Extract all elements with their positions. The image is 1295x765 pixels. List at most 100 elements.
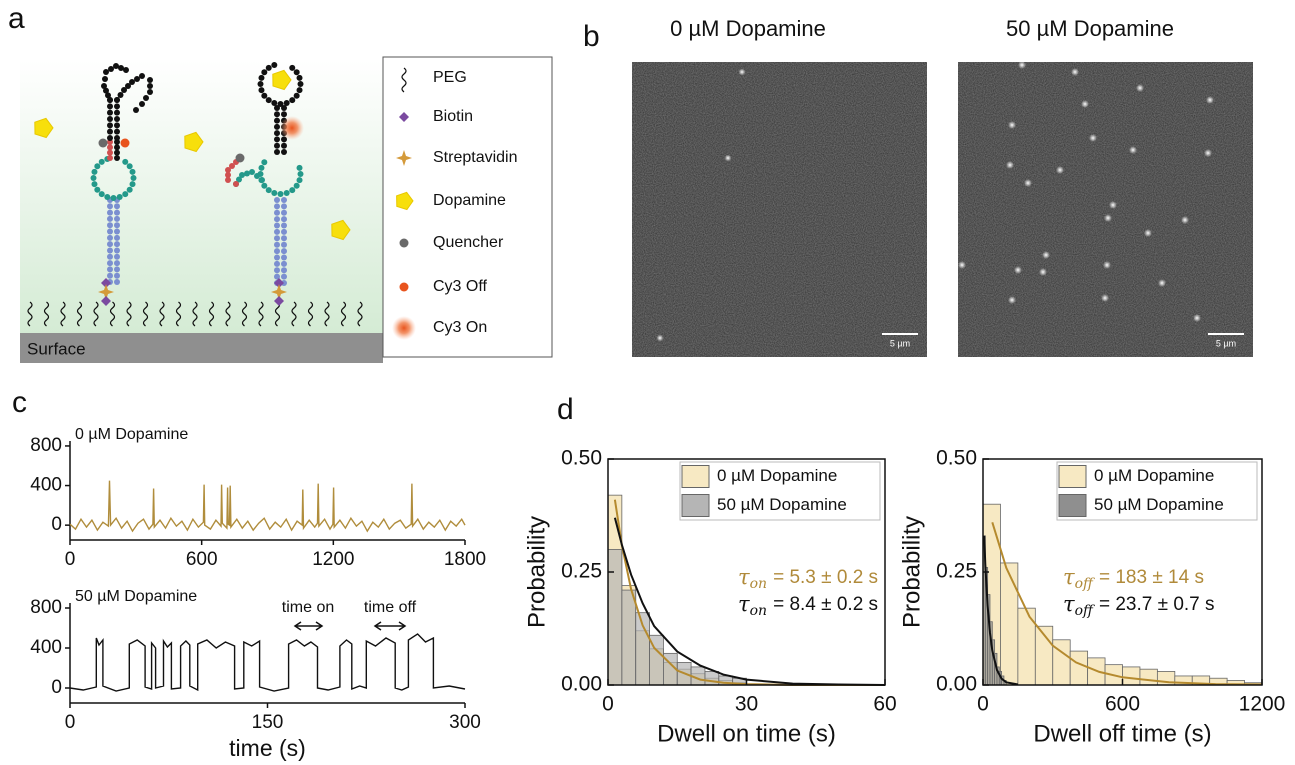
annotation-symbol: τ xyxy=(738,592,750,616)
nucleotide xyxy=(114,266,120,273)
biotin xyxy=(101,296,111,306)
nucleotide xyxy=(129,168,136,175)
y-tick-label: 0.50 xyxy=(936,447,977,470)
bar xyxy=(621,589,637,686)
bar xyxy=(1139,668,1158,686)
peg xyxy=(208,301,215,327)
nucleotide xyxy=(265,64,272,71)
nucleotide xyxy=(114,103,120,110)
nucleotide xyxy=(107,128,113,135)
image-noise xyxy=(632,62,927,357)
nucleotide xyxy=(125,83,131,89)
nucleotide xyxy=(139,73,145,79)
nucleotide xyxy=(107,203,113,210)
dopamine xyxy=(184,131,204,153)
peg xyxy=(225,301,231,327)
legend-label: Quencher xyxy=(433,234,504,251)
spot xyxy=(1103,261,1111,269)
annotation-symbol: τ xyxy=(738,565,750,589)
peg xyxy=(324,301,330,327)
nucleotide xyxy=(281,197,287,203)
nucleotide xyxy=(281,209,287,216)
legend-icon xyxy=(399,238,409,248)
x-axis-label: Dwell on time (s) xyxy=(657,720,836,747)
nucleotide xyxy=(90,175,97,181)
spot xyxy=(724,154,732,162)
spot xyxy=(1109,201,1117,209)
nucleotide xyxy=(114,222,120,229)
spot xyxy=(1101,294,1109,302)
annotation: time on xyxy=(282,599,334,616)
nucleotide xyxy=(281,273,287,280)
legend-label: Dopamine xyxy=(433,192,506,209)
biotin xyxy=(274,296,284,306)
nucleotide xyxy=(147,77,153,83)
nucleotide xyxy=(134,76,140,82)
nucleotide xyxy=(258,74,265,81)
peg xyxy=(43,301,50,327)
nucleotide xyxy=(114,109,120,116)
bar xyxy=(704,671,720,686)
spot xyxy=(1104,214,1112,222)
annotation: τon = 5.3 ± 0.2 s xyxy=(738,565,878,593)
dopamine xyxy=(396,191,414,211)
nucleotide xyxy=(107,135,113,141)
legend-icon xyxy=(399,282,409,292)
legend-label: Cy3 On xyxy=(433,319,487,336)
nucleotide xyxy=(274,136,280,143)
nucleotide xyxy=(274,273,280,280)
nucleotide xyxy=(107,116,113,122)
spot xyxy=(1206,96,1214,104)
nucleotide xyxy=(103,69,109,75)
nucleotide xyxy=(274,216,280,223)
nucleotide xyxy=(297,81,304,87)
annotation-text: = 183 ± 14 s xyxy=(1099,567,1204,588)
nucleotide xyxy=(102,76,108,82)
streptavidin xyxy=(396,150,412,166)
nucleotide xyxy=(107,222,113,229)
nucleotide xyxy=(274,197,280,203)
legend-label: 50 µM Dopamine xyxy=(1094,495,1224,514)
biotin xyxy=(399,112,409,122)
nucleotide xyxy=(281,222,287,229)
spot xyxy=(1071,68,1079,76)
peg xyxy=(274,301,281,327)
annotation: τoff = 23.7 ± 0.7 s xyxy=(1063,592,1215,620)
spot xyxy=(1129,146,1137,154)
nucleotide xyxy=(118,65,124,71)
nucleotide xyxy=(274,142,280,149)
y-tick-label: 400 xyxy=(30,475,62,496)
spot xyxy=(1006,161,1014,169)
chart-title: 50 µM Dopamine xyxy=(75,588,197,605)
nucleotide xyxy=(147,83,153,89)
y-tick-label: 800 xyxy=(30,435,62,456)
nucleotide xyxy=(293,182,300,189)
peg xyxy=(258,301,264,327)
nucleotide xyxy=(107,109,113,116)
nucleotide xyxy=(258,164,265,171)
x-tick-label: 1200 xyxy=(312,549,354,570)
peg xyxy=(126,301,132,327)
nucleotide xyxy=(274,130,280,137)
panel-label: b xyxy=(583,20,600,53)
nucleotide xyxy=(129,79,135,85)
schematic: Surface PEG Biotin Streptavidin Dopamine Que… xyxy=(20,56,553,363)
cy3-on xyxy=(280,116,304,140)
x-tick-label: 300 xyxy=(449,712,481,733)
nucleotide xyxy=(274,235,280,242)
nucleotide xyxy=(281,248,287,255)
spot xyxy=(1008,296,1016,304)
legend-label: Biotin xyxy=(433,108,473,125)
nucleotide xyxy=(257,81,264,87)
nucleotide xyxy=(289,64,296,71)
panel-label: c xyxy=(12,386,27,419)
surface xyxy=(20,333,383,363)
nucleotide xyxy=(274,209,280,216)
cy3-off xyxy=(120,138,130,148)
nucleotide xyxy=(258,87,265,94)
nucleotide xyxy=(261,69,268,76)
nucleotide xyxy=(129,181,136,188)
spot xyxy=(1008,121,1016,129)
legend-label: 0 µM Dopamine xyxy=(1094,466,1214,485)
x-tick-label: 0 xyxy=(65,712,76,733)
